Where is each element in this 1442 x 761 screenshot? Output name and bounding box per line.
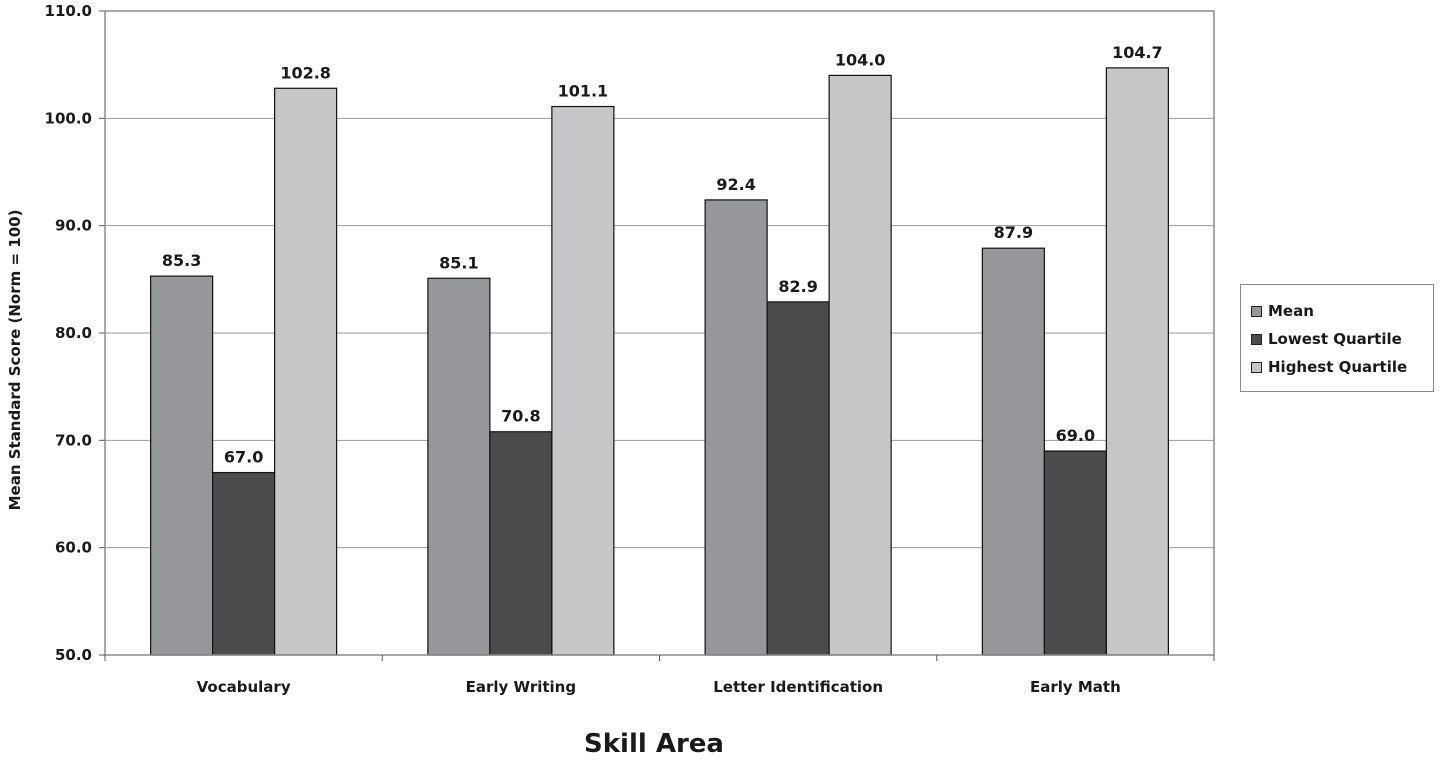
- data-label: 101.1: [558, 82, 609, 101]
- legend: Mean Lowest Quartile Highest Quartile: [1240, 284, 1434, 392]
- y-tick-label: 80.0: [55, 324, 92, 342]
- x-category-label: Early Math: [1030, 678, 1121, 696]
- y-tick-label: 60.0: [55, 539, 92, 557]
- legend-item-lowest-quartile: Lowest Quartile: [1251, 325, 1433, 353]
- data-label: 70.8: [501, 407, 540, 426]
- data-label: 104.0: [835, 50, 886, 69]
- data-label: 102.8: [280, 63, 331, 82]
- data-label: 85.3: [162, 251, 201, 270]
- y-tick-label: 110.0: [45, 2, 92, 20]
- data-label: 69.0: [1056, 426, 1095, 445]
- bar: [1043, 450, 1107, 656]
- legend-label-mean: Mean: [1268, 302, 1314, 320]
- bar: [766, 301, 830, 656]
- bar: [551, 105, 615, 656]
- x-category-label: Early Writing: [466, 678, 576, 696]
- legend-swatch-mean: [1251, 305, 1262, 317]
- data-label: 92.4: [716, 175, 755, 194]
- x-category-labels: Vocabulary Early Writing Letter Identifica…: [197, 678, 1121, 696]
- bar: [150, 275, 214, 656]
- y-tick-label: 50.0: [55, 646, 92, 664]
- axes: [99, 10, 1215, 661]
- bar: [981, 247, 1045, 656]
- legend-item-highest-quartile: Highest Quartile: [1251, 353, 1433, 381]
- bar: [704, 199, 768, 656]
- data-label: 85.1: [439, 253, 478, 272]
- bar: [489, 431, 553, 656]
- data-label: 82.9: [778, 277, 817, 296]
- bar: [427, 277, 491, 656]
- x-category-label: Letter Identification: [713, 678, 883, 696]
- y-axis-title: Mean Standard Score (Norm = 100): [6, 210, 24, 511]
- legend-item-mean: Mean: [1251, 297, 1433, 325]
- y-tick-label: 100.0: [45, 109, 92, 127]
- bar: [828, 74, 892, 656]
- y-tick-label: 70.0: [55, 431, 92, 449]
- legend-label-lowest-quartile: Lowest Quartile: [1268, 330, 1402, 348]
- legend-swatch-lowest-quartile: [1251, 333, 1262, 345]
- data-label: 87.9: [994, 223, 1033, 242]
- legend-swatch-highest-quartile: [1251, 361, 1262, 373]
- data-label: 104.7: [1112, 43, 1163, 62]
- legend-label-highest-quartile: Highest Quartile: [1268, 358, 1408, 376]
- x-category-label: Vocabulary: [197, 678, 291, 696]
- x-axis-title: Skill Area: [584, 729, 724, 759]
- y-tick-labels: 50.0 60.0 70.0 80.0 90.0 100.0 110.0: [45, 2, 92, 664]
- bar: [274, 87, 338, 656]
- data-label: 67.0: [224, 448, 263, 467]
- y-tick-label: 90.0: [55, 217, 92, 235]
- data-labels: 85.3 67.0 102.8 85.1 70.8 101.1 92.4 82.9 104.0 8…: [162, 43, 1163, 467]
- bar: [1105, 67, 1169, 656]
- bars: [150, 67, 1169, 656]
- bar: [212, 471, 276, 656]
